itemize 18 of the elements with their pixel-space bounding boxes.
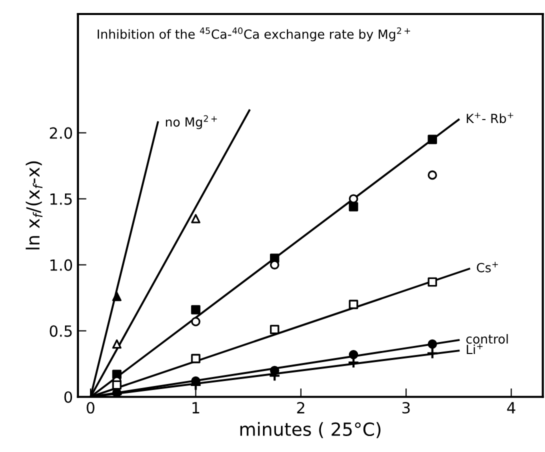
text: Inhibition of the $^{45}$Ca-$^{40}$Ca exchange rate by Mg$^{2+}$ <box>98 27 410 42</box>
y-tick-label: 2.0 <box>50 127 72 139</box>
series-label: no Mg$^{2+}$ <box>166 115 217 130</box>
x-tick-label: 1 <box>192 402 200 414</box>
series-label: Li$^{+}$ <box>466 344 483 354</box>
series-label: K$^{+}$- Rb$^{+}$ <box>466 112 514 124</box>
y-tick-label: 1.0 <box>50 259 72 271</box>
x-tick-label: 0 <box>86 402 94 414</box>
x-tick-label: 4 <box>507 402 516 414</box>
x-tick-label: 3 <box>402 402 410 414</box>
y-tick-label: 0 <box>64 391 72 403</box>
series-label: control <box>466 334 508 344</box>
y-axis-title: ln x$_{f}$/(x$_{f}$-x) <box>26 161 42 250</box>
x-axis-title: minutes ( 25°C) <box>240 422 380 438</box>
x-tick-label: 2 <box>297 402 304 414</box>
y-tick-label: 0.5 <box>50 325 72 337</box>
series-label: Cs$^{+}$ <box>476 262 498 272</box>
y-tick-label: 1.5 <box>50 194 72 205</box>
